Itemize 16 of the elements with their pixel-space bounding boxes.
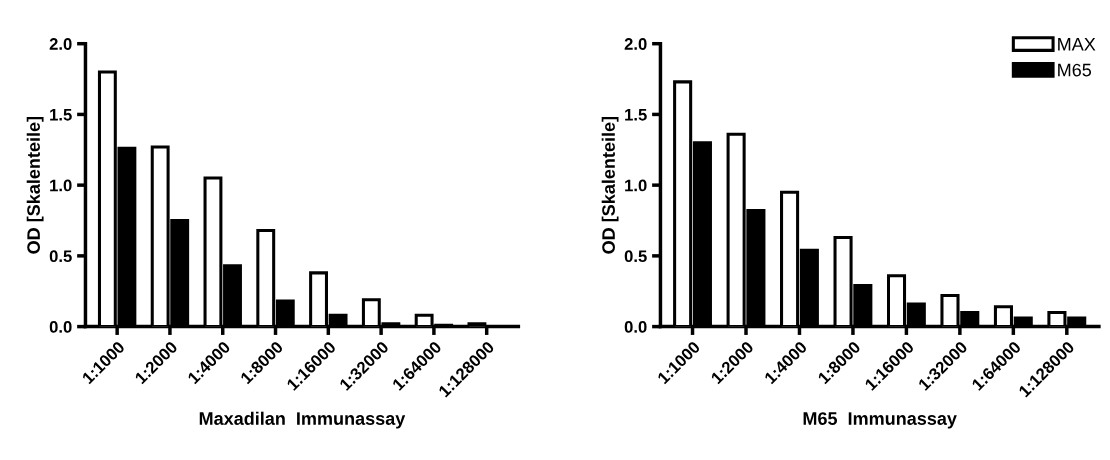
y-tick-label: 2.0 bbox=[49, 38, 72, 50]
y-tick-label: 1.5 bbox=[625, 109, 647, 121]
y-tick-label: 0.5 bbox=[624, 250, 647, 263]
y-axis-title: OD [Skalenteile] bbox=[601, 116, 619, 254]
y-tick-label: 0.5 bbox=[49, 250, 72, 263]
y-tick-label: 0.0 bbox=[624, 321, 647, 333]
y-tick-label: 2.0 bbox=[624, 38, 647, 50]
y-tick-label: 1.0 bbox=[625, 179, 647, 192]
legend-label: MAX bbox=[1058, 37, 1096, 51]
y-tick-label: 1.5 bbox=[50, 109, 72, 121]
y-tick-label: 1.0 bbox=[50, 179, 72, 192]
legend-label: M65 bbox=[1058, 63, 1092, 77]
y-tick-label: 0.0 bbox=[49, 321, 72, 333]
y-axis-title: OD [Skalenteile] bbox=[26, 116, 44, 254]
x-axis-title: Maxadilan Immunassay bbox=[199, 411, 406, 429]
x-axis-title: M65 Immunassay bbox=[803, 412, 957, 429]
